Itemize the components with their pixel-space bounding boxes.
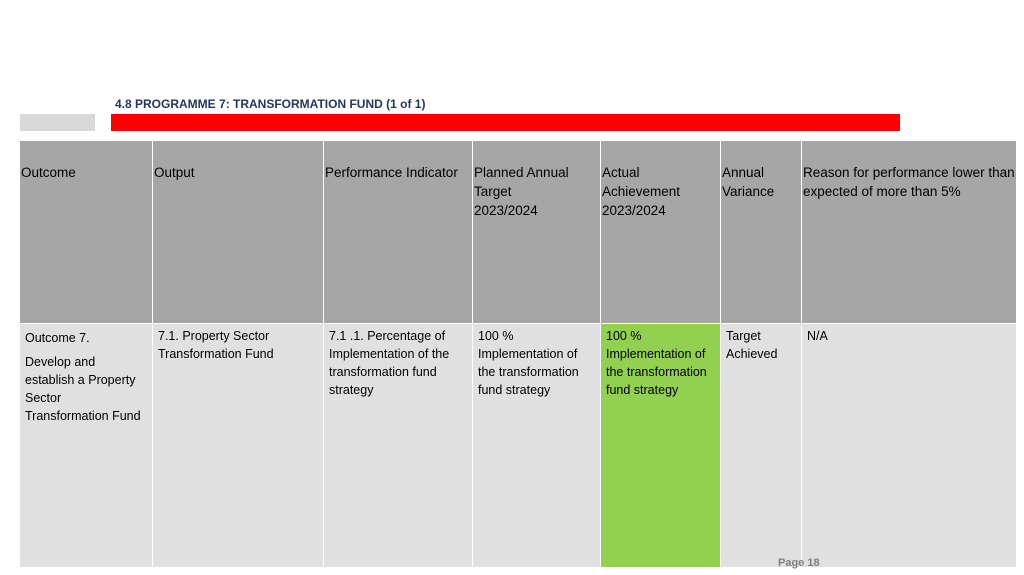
cell-outcome: Outcome 7. Develop and establish a Prope…: [20, 324, 152, 567]
cell-actual-achievement: 100 % Implementation of the transformati…: [601, 324, 720, 567]
cell-planned-target: 100 % Implementation of the transformati…: [473, 324, 600, 567]
cell-output: 7.1. Property Sector Transformation Fund: [153, 324, 323, 567]
gray-tab-marker: [20, 114, 95, 131]
header-performance-indicator: Performance Indicator: [324, 141, 472, 323]
header-annual-variance: Annual Variance: [721, 141, 801, 323]
header-actual-achievement: Actual Achievement 2023/2024: [601, 141, 720, 323]
outcome-text: Develop and establish a Property Sector …: [25, 355, 141, 423]
cell-reason: N/A: [802, 324, 1016, 567]
performance-table: Outcome Output Performance Indicator Pla…: [20, 141, 1016, 567]
cell-performance-indicator: 7.1 .1. Percentage of Implementation of …: [324, 324, 472, 567]
red-divider-bar: [111, 114, 900, 131]
page-number: Page 18: [778, 557, 820, 569]
header-planned-target: Planned Annual Target 2023/2024: [473, 141, 600, 323]
section-title: 4.8 PROGRAMME 7: TRANSFORMATION FUND (1 …: [115, 97, 426, 111]
header-output: Output: [153, 141, 323, 323]
cell-annual-variance: Target Achieved: [721, 324, 801, 567]
outcome-label: Outcome 7.: [25, 331, 90, 345]
header-outcome: Outcome: [20, 141, 152, 323]
header-reason: Reason for performance lower than expect…: [802, 141, 1016, 323]
